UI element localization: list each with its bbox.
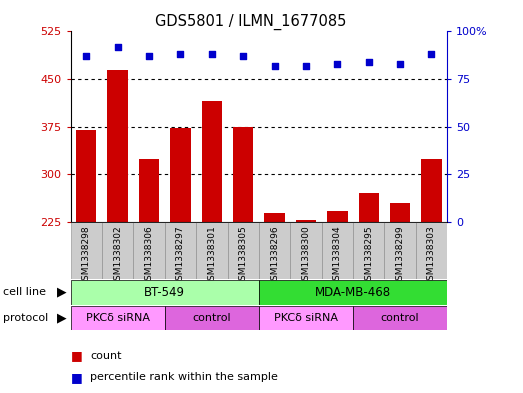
Bar — [170, 128, 190, 222]
Text: GSM1338298: GSM1338298 — [82, 225, 91, 286]
Point — [113, 44, 122, 50]
Text: GSM1338302: GSM1338302 — [113, 225, 122, 286]
Point — [239, 53, 247, 59]
Text: GSM1338297: GSM1338297 — [176, 225, 185, 286]
Bar — [107, 70, 128, 222]
FancyBboxPatch shape — [228, 222, 259, 279]
Text: control: control — [381, 313, 419, 323]
Bar — [421, 158, 441, 222]
Bar — [139, 158, 159, 222]
FancyBboxPatch shape — [165, 306, 259, 330]
Text: GDS5801 / ILMN_1677085: GDS5801 / ILMN_1677085 — [155, 14, 347, 30]
Point — [176, 51, 185, 57]
Text: PKCδ siRNA: PKCδ siRNA — [86, 313, 150, 323]
FancyBboxPatch shape — [165, 222, 196, 279]
Text: GSM1338301: GSM1338301 — [207, 225, 217, 286]
Point — [365, 59, 373, 65]
Text: GSM1338300: GSM1338300 — [301, 225, 311, 286]
Point — [270, 62, 279, 69]
Text: GSM1338306: GSM1338306 — [144, 225, 154, 286]
Bar — [390, 203, 410, 222]
Point — [333, 61, 342, 67]
FancyBboxPatch shape — [353, 306, 447, 330]
Text: protocol: protocol — [3, 313, 48, 323]
Text: GSM1338295: GSM1338295 — [364, 225, 373, 286]
Text: cell line: cell line — [3, 287, 46, 298]
FancyBboxPatch shape — [71, 222, 102, 279]
FancyBboxPatch shape — [133, 222, 165, 279]
Point — [208, 51, 216, 57]
Text: GSM1338304: GSM1338304 — [333, 225, 342, 286]
Text: count: count — [90, 351, 122, 361]
FancyBboxPatch shape — [322, 222, 353, 279]
FancyBboxPatch shape — [259, 222, 290, 279]
FancyBboxPatch shape — [416, 222, 447, 279]
FancyBboxPatch shape — [353, 222, 384, 279]
Bar — [76, 130, 96, 222]
Bar — [327, 211, 347, 222]
Text: BT-549: BT-549 — [144, 286, 185, 299]
FancyBboxPatch shape — [102, 222, 133, 279]
Text: GSM1338299: GSM1338299 — [395, 225, 405, 286]
Point — [302, 62, 310, 69]
Point — [145, 53, 153, 59]
Point — [82, 53, 90, 59]
FancyBboxPatch shape — [290, 222, 322, 279]
Bar — [233, 127, 253, 222]
Text: MDA-MB-468: MDA-MB-468 — [315, 286, 391, 299]
Text: ■: ■ — [71, 349, 82, 362]
FancyBboxPatch shape — [71, 306, 165, 330]
FancyBboxPatch shape — [196, 222, 228, 279]
Point — [427, 51, 436, 57]
Text: control: control — [192, 313, 231, 323]
Bar — [201, 101, 222, 222]
FancyBboxPatch shape — [71, 280, 259, 305]
Point — [396, 61, 404, 67]
Bar — [358, 193, 379, 222]
Text: ▶: ▶ — [57, 286, 66, 299]
Bar — [264, 213, 285, 222]
Text: PKCδ siRNA: PKCδ siRNA — [274, 313, 338, 323]
Text: GSM1338305: GSM1338305 — [238, 225, 248, 286]
FancyBboxPatch shape — [259, 280, 447, 305]
Bar — [295, 220, 316, 222]
Text: percentile rank within the sample: percentile rank within the sample — [90, 372, 278, 382]
Text: GSM1338303: GSM1338303 — [427, 225, 436, 286]
Text: GSM1338296: GSM1338296 — [270, 225, 279, 286]
FancyBboxPatch shape — [384, 222, 416, 279]
Text: ■: ■ — [71, 371, 82, 384]
Text: ▶: ▶ — [57, 311, 66, 325]
FancyBboxPatch shape — [259, 306, 353, 330]
